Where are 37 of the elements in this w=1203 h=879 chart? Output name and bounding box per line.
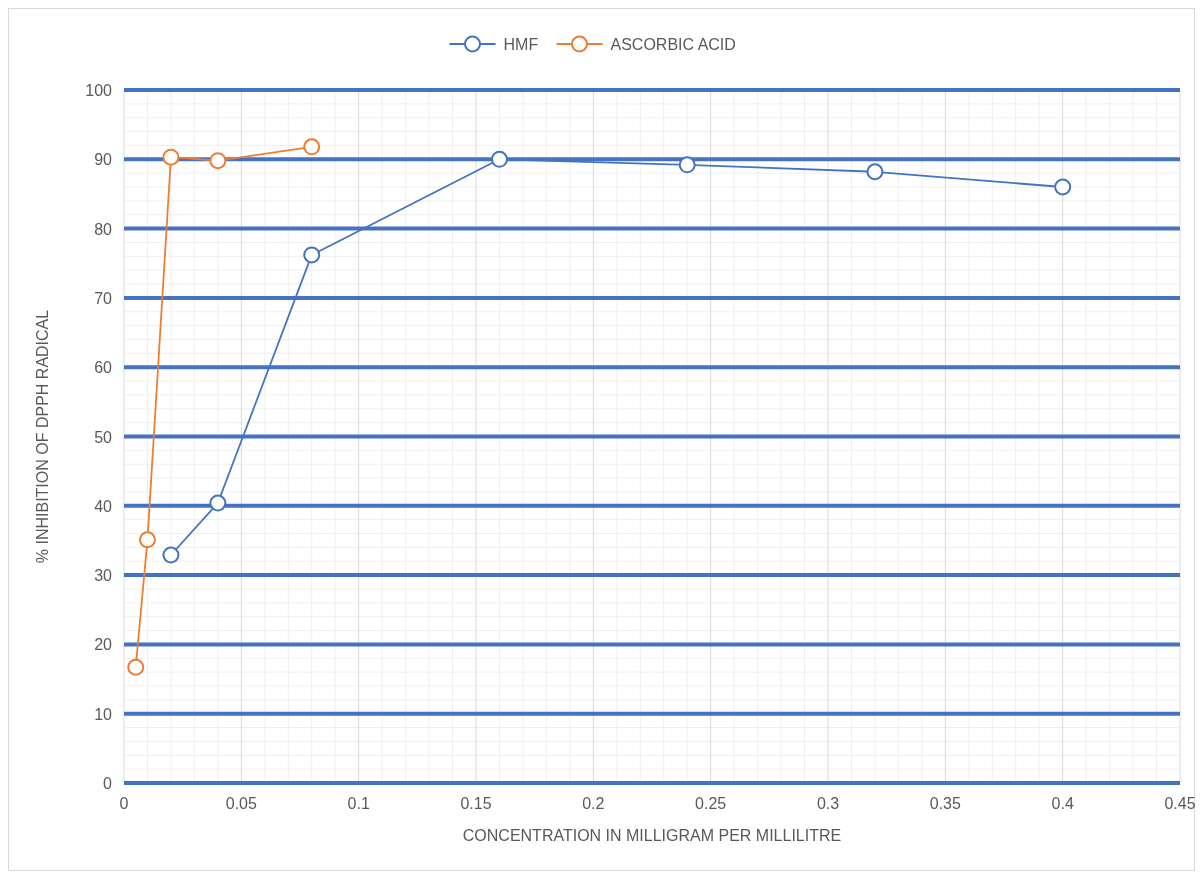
y-tick-label: 100 — [85, 82, 113, 99]
point — [1054, 178, 1072, 196]
point — [303, 246, 321, 264]
y-tick-label: 0 — [103, 775, 113, 792]
x-tick-label: 0.4 — [1051, 795, 1074, 812]
x-tick-label: 0.15 — [460, 795, 492, 812]
x-tick-label: 0.25 — [695, 795, 727, 812]
x-axis-title: CONCENTRATION IN MILLIGRAM PER MILLILITRE — [462, 827, 842, 844]
x-tick-label: 0.2 — [582, 795, 605, 812]
x-tick-label: 0.1 — [347, 795, 370, 812]
point — [209, 494, 227, 512]
y-tick-label: 80 — [94, 220, 113, 238]
y-tick-label: 20 — [94, 636, 113, 654]
x-tick-label: 0.45 — [1164, 795, 1196, 812]
x-tick-label: 0.35 — [929, 795, 962, 812]
y-tick-label: 30 — [94, 567, 113, 585]
y-tick-label: 50 — [94, 428, 113, 446]
point — [303, 138, 321, 156]
y-tick-label: 70 — [94, 289, 113, 307]
point — [678, 156, 696, 174]
point — [138, 531, 156, 549]
point — [127, 658, 145, 676]
point — [490, 150, 508, 168]
x-tick-label: 0.05 — [225, 795, 258, 812]
y-tick-label: 40 — [94, 497, 113, 515]
y-axis-title: % INHIBITION OF DPPH RADICAL — [34, 309, 51, 564]
x-tick-label: 0.3 — [816, 795, 840, 812]
y-tick-label: 90 — [94, 151, 113, 169]
x-tick-label: 0 — [119, 795, 129, 812]
point — [162, 546, 180, 564]
y-tick-label: 60 — [94, 359, 113, 377]
point — [866, 163, 884, 181]
y-tick-label: 10 — [94, 705, 113, 723]
legend-label: HMF — [503, 36, 539, 53]
point — [209, 152, 227, 170]
legend-label: ASCORBIC ACID — [610, 36, 736, 53]
point — [162, 148, 180, 166]
